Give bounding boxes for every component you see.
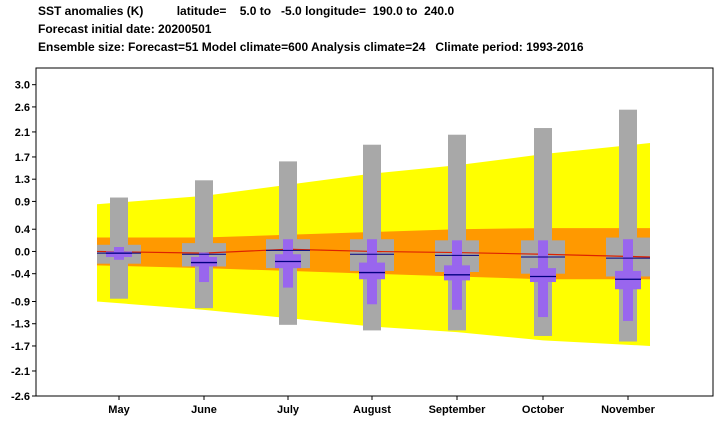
axes: 3.0 2.6 2.1 1.7 1.3 0.9 0.4 0.0 -0.4 -0.9 -1.3 -1.7… bbox=[11, 67, 714, 416]
y-tick-label: 0.4 bbox=[15, 224, 31, 236]
plot-frame bbox=[35, 67, 714, 397]
x-tick-label: June bbox=[191, 404, 217, 416]
y-tick-label: -1.7 bbox=[11, 341, 30, 353]
y-tick-label: 0.9 bbox=[15, 196, 30, 208]
y-tick-label: -0.4 bbox=[11, 269, 31, 281]
y-tick-label: -2.6 bbox=[11, 391, 30, 403]
forecast-box bbox=[359, 262, 385, 280]
y-tick-label: -2.1 bbox=[11, 366, 30, 378]
chart-title: SST anomalies (K) latitude= 5.0 to -5.0 … bbox=[38, 4, 455, 18]
forecast-box bbox=[530, 268, 556, 283]
x-tick-label: July bbox=[277, 404, 300, 416]
x-tick-label: October bbox=[522, 404, 565, 416]
y-tick-label: 1.3 bbox=[15, 174, 30, 186]
forecast-box bbox=[615, 270, 641, 290]
y-tick-label: -1.3 bbox=[11, 319, 30, 331]
y-tick-label: 0.0 bbox=[15, 246, 30, 258]
x-tick-label: November bbox=[601, 404, 656, 416]
ensemble-info-label: Ensemble size: Forecast=51 Model climate… bbox=[38, 40, 584, 54]
forecast-box bbox=[106, 251, 132, 258]
forecast-whisker bbox=[199, 252, 209, 283]
x-tick-label: August bbox=[353, 404, 391, 416]
y-tick-label: 2.1 bbox=[15, 127, 30, 139]
y-tick-label: 3.0 bbox=[15, 80, 30, 92]
forecast-boxes bbox=[97, 239, 650, 321]
y-tick-label: 1.7 bbox=[15, 152, 30, 164]
forecast-box bbox=[444, 265, 470, 281]
y-tick-label: -0.9 bbox=[11, 296, 30, 308]
x-tick-label: May bbox=[108, 404, 130, 416]
forecast-box bbox=[191, 257, 217, 267]
x-tick-label: September bbox=[429, 404, 487, 416]
y-tick-label: 2.6 bbox=[15, 102, 30, 114]
forecast-date-label: Forecast initial date: 20200501 bbox=[38, 22, 212, 36]
